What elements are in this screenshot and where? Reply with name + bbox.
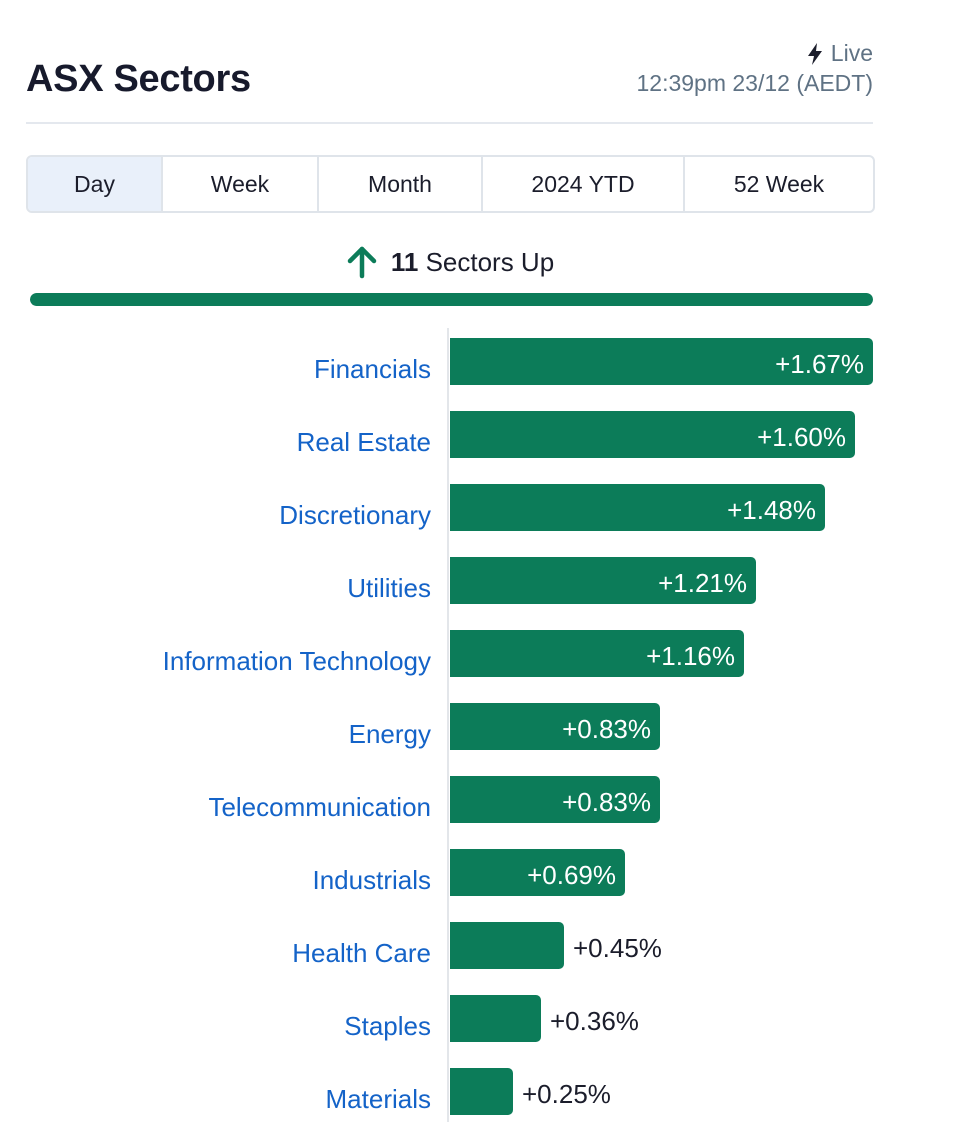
tab-month[interactable]: Month	[319, 157, 483, 211]
sector-label-energy[interactable]: Energy	[348, 719, 431, 749]
sector-value-real-estate: +1.60%	[757, 422, 846, 452]
sector-label-discretionary[interactable]: Discretionary	[279, 500, 431, 530]
sector-bar-telecommunication	[450, 776, 660, 823]
sector-value-telecommunication: +0.83%	[562, 787, 651, 817]
sector-bar-industrials	[450, 849, 625, 896]
sector-value-staples: +0.36%	[550, 1006, 639, 1036]
sector-row-real-estate: Real Estate +1.60%	[0, 401, 954, 474]
tab-week[interactable]: Week	[163, 157, 319, 211]
sector-value-discretionary: +1.48%	[727, 495, 816, 525]
header: ASX Sectors Live 12:39pm 23/12 (AEDT)	[26, 36, 873, 124]
page-title: ASX Sectors	[26, 58, 251, 100]
sectors-up-text: Sectors Up	[425, 246, 555, 277]
sector-label-real-estate[interactable]: Real Estate	[296, 427, 431, 457]
sectors-summary: 11 Sectors Up	[26, 240, 873, 284]
live-label: Live	[830, 40, 873, 66]
live-status: Live	[807, 40, 873, 67]
sector-label-utilities[interactable]: Utilities	[347, 573, 431, 603]
sector-value-energy: +0.83%	[562, 714, 651, 744]
chart-axis-line	[447, 328, 449, 1122]
sector-value-industrials: +0.69%	[527, 860, 616, 890]
sector-row-discretionary: Discretionary +1.48%	[0, 474, 954, 547]
sector-bar-real-estate	[450, 411, 855, 458]
sector-value-financials: +1.67%	[775, 349, 864, 379]
sector-row-energy: Energy +0.83%	[0, 693, 954, 766]
sectors-up-progress-fill	[30, 293, 873, 306]
sector-label-information-technology[interactable]: Information Technology	[162, 646, 431, 676]
sector-row-utilities: Utilities +1.21%	[0, 547, 954, 620]
sector-value-utilities: +1.21%	[658, 568, 747, 598]
sector-row-financials: Financials +1.67%	[0, 328, 954, 401]
sector-label-health-care[interactable]: Health Care	[292, 938, 431, 968]
sector-row-information-technology: Information Technology +1.16%	[0, 620, 954, 693]
sectors-up-progress	[30, 293, 873, 306]
sector-value-health-care: +0.45%	[573, 933, 662, 963]
sector-bar-utilities	[450, 557, 756, 604]
sector-bar-staples	[450, 995, 541, 1042]
tab-day[interactable]: Day	[28, 157, 163, 211]
sector-row-telecommunication: Telecommunication +0.83%	[0, 766, 954, 839]
timestamp: 12:39pm 23/12 (AEDT)	[636, 70, 873, 96]
sectors-up-count: 11	[390, 246, 419, 277]
sector-bar-energy	[450, 703, 660, 750]
sector-label-materials[interactable]: Materials	[325, 1084, 431, 1114]
sector-bar-health-care	[450, 922, 564, 969]
sector-value-information-technology: +1.16%	[646, 641, 735, 671]
sector-bar-chart: Financials +1.67% Real Estate +1.60% Discret…	[0, 328, 954, 1122]
sector-row-health-care: Health Care +0.45%	[0, 912, 954, 985]
sector-bar-financials	[450, 338, 873, 385]
sector-row-staples: Staples +0.36%	[0, 985, 954, 1058]
sector-label-telecommunication[interactable]: Telecommunication	[208, 792, 431, 822]
sector-bar-discretionary	[450, 484, 825, 531]
sector-bar-materials	[450, 1068, 513, 1115]
tab-52-week[interactable]: 52 Week	[733, 170, 825, 197]
lightning-bolt-icon	[807, 42, 822, 65]
sector-label-staples[interactable]: Staples	[344, 1011, 431, 1041]
sector-bar-information-technology	[450, 630, 744, 677]
sector-label-financials[interactable]: Financials	[313, 354, 431, 384]
period-tabs: Day Week Month 2024 YTD 52 Week	[26, 155, 875, 213]
sector-value-materials: +0.25%	[522, 1079, 611, 1109]
sector-label-industrials[interactable]: Industrials	[312, 865, 432, 895]
up-arrow-icon	[347, 246, 377, 279]
sector-row-materials: Materials +0.25%	[0, 1058, 954, 1131]
sector-row-industrials: Industrials +0.69%	[0, 839, 954, 912]
tab-2024-ytd[interactable]: 2024 YTD	[483, 157, 685, 211]
